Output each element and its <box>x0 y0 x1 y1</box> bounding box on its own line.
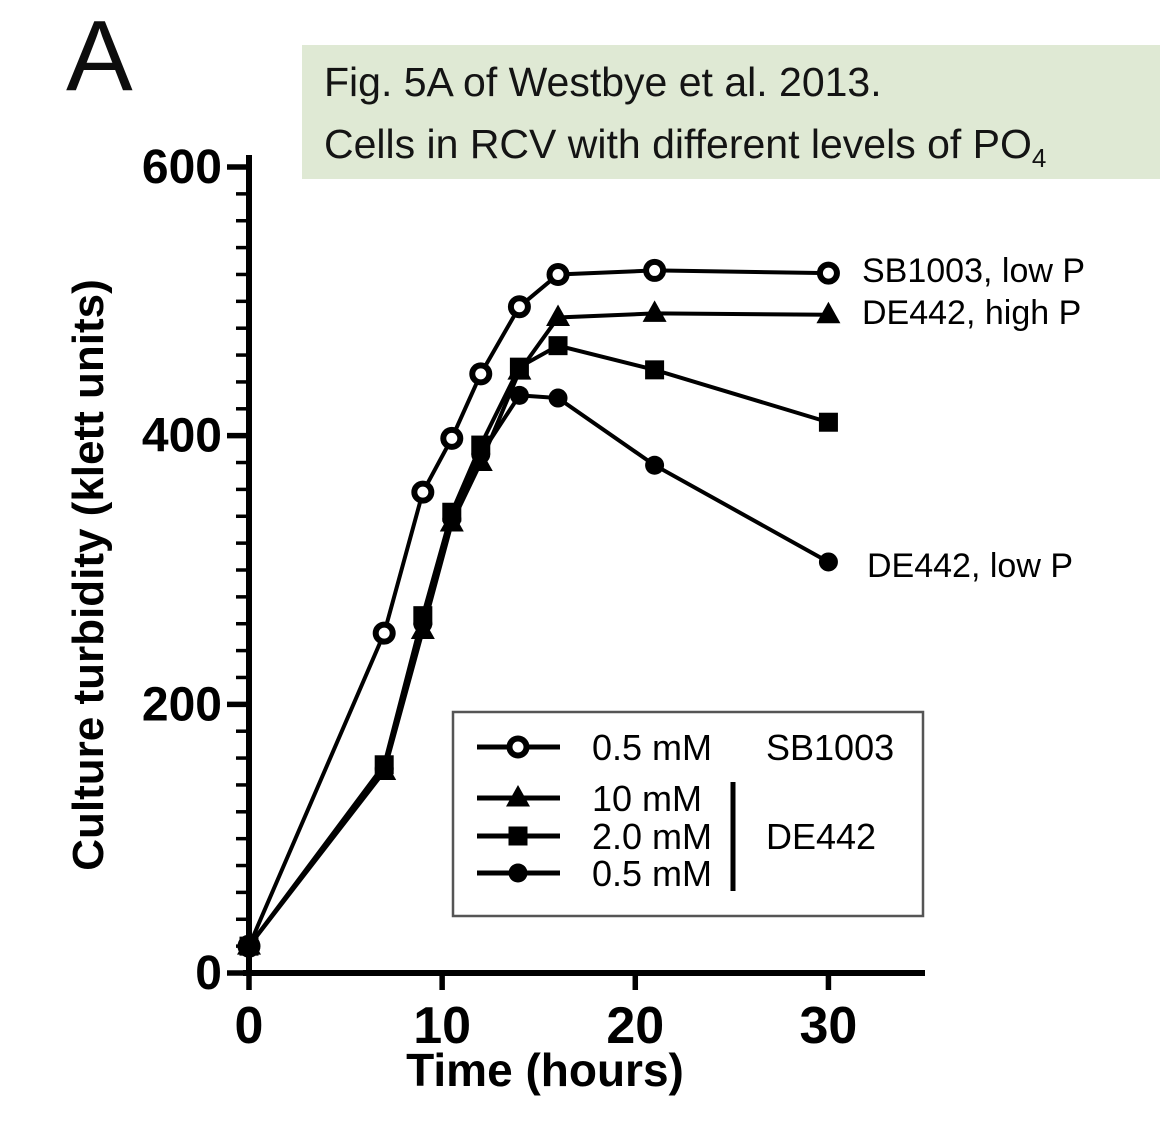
data-point-2-8 <box>818 412 838 432</box>
data-point-legend-3 <box>508 863 528 883</box>
y-axis-title: Culture turbidity (klett units) <box>64 279 113 871</box>
data-point-3-7 <box>645 455 665 475</box>
data-point-legend-1 <box>506 785 530 807</box>
legend-entry-label: 10 mM <box>592 778 702 819</box>
title-line-2-subscript: 4 <box>1031 143 1047 174</box>
data-point-2-5 <box>509 357 529 377</box>
panel-letter: A <box>66 0 133 112</box>
legend-entry-label: 0.5 mM <box>592 853 712 894</box>
y-axis-tick-label: 200 <box>142 678 222 731</box>
x-axis-tick-label: 30 <box>800 997 858 1055</box>
data-point-2-6 <box>548 336 568 356</box>
data-point-1-8 <box>816 301 841 324</box>
data-point-0-6 <box>546 262 570 286</box>
curve-label-de442-low-p: DE442, low P <box>867 547 1073 585</box>
curve-label-de442-high-p: DE442, high P <box>862 294 1082 332</box>
data-point-3-3 <box>442 509 462 529</box>
title-line-2: Cells in RCV with different levels of PO… <box>324 113 1160 175</box>
legend-entry-label: 2.0 mM <box>592 816 712 857</box>
data-point-0-3 <box>440 426 464 450</box>
data-point-3-4 <box>471 444 491 464</box>
title-line-1: Fig. 5A of Westbye et al. 2013. <box>324 59 882 105</box>
data-point-0-2 <box>411 480 435 504</box>
title-line-2-text: Cells in RCV with different levels of PO <box>324 121 1032 167</box>
data-point-3-0 <box>239 936 259 956</box>
data-point-3-8 <box>818 552 838 572</box>
legend-group-label-sb1003: SB1003 <box>766 727 894 768</box>
data-point-1-7 <box>642 300 667 322</box>
data-point-3-1 <box>374 759 394 779</box>
data-point-0-5 <box>507 295 531 319</box>
curve-label-sb1003-low-p: SB1003, low P <box>862 252 1086 290</box>
y-axis-tick-label: 400 <box>142 410 222 463</box>
legend-entry-label: 0.5 mM <box>592 727 712 768</box>
data-point-3-2 <box>413 614 433 634</box>
data-point-2-7 <box>645 360 665 380</box>
data-point-3-5 <box>509 385 529 405</box>
data-point-0-4 <box>469 362 493 386</box>
x-axis-tick-label: 20 <box>606 997 664 1055</box>
data-point-0-8 <box>816 261 840 285</box>
data-point-3-6 <box>548 388 568 408</box>
data-point-legend-2 <box>508 826 528 846</box>
x-axis-tick-label: 0 <box>235 997 264 1055</box>
data-point-legend-0 <box>506 735 530 759</box>
data-point-1-6 <box>546 304 571 326</box>
x-axis-title: Time (hours) <box>406 1044 684 1096</box>
data-point-0-1 <box>372 621 396 645</box>
y-axis-tick-label: 0 <box>195 947 222 1000</box>
title-box: Fig. 5A of Westbye et al. 2013. Cells in… <box>302 45 1160 179</box>
data-point-0-7 <box>643 258 667 282</box>
x-axis-tick-label: 10 <box>413 997 471 1055</box>
y-axis-tick-label: 600 <box>142 141 222 194</box>
legend-group-label-de442: DE442 <box>766 816 876 857</box>
